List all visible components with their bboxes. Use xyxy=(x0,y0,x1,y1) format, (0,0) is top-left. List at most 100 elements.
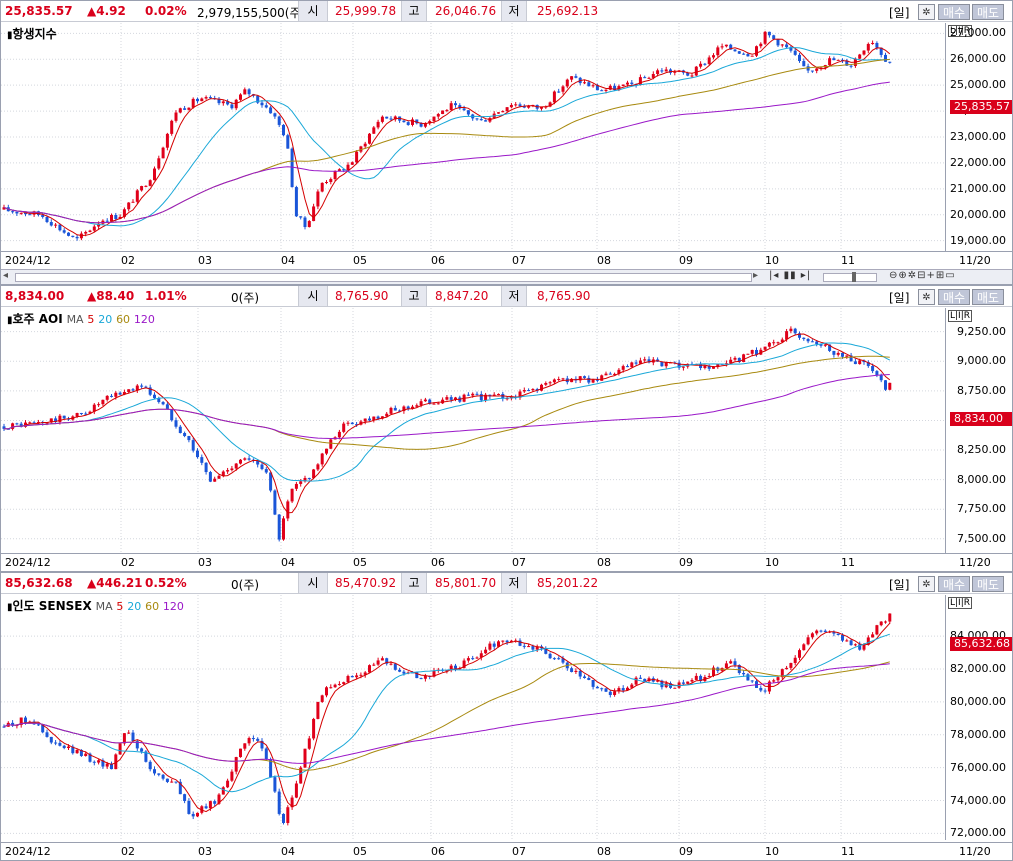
candle-body xyxy=(157,398,161,403)
candle-body xyxy=(810,70,814,72)
quote-header: 85,632.68 ▲446.21 0.52% 0(주) 시 85,470.92… xyxy=(1,573,1012,594)
settings-icon[interactable]: ✲ xyxy=(918,289,935,305)
lir-toggle[interactable]: L|I|R xyxy=(948,310,972,322)
scroll-track[interactable] xyxy=(15,273,752,282)
zoom-handle[interactable] xyxy=(852,272,856,282)
candle-body xyxy=(114,214,118,219)
candle-body xyxy=(845,60,849,66)
scroll-left-icon[interactable]: ◂ xyxy=(3,270,9,281)
quote-header: 25,835.57 ▲4.92 0.02% 2,979,155,500(주) 시… xyxy=(1,1,1012,22)
sell-button[interactable]: 매도 xyxy=(972,4,1004,20)
lir-toggle[interactable]: L|I|R xyxy=(948,597,972,609)
candle-body xyxy=(479,653,483,658)
candle-body xyxy=(204,462,208,473)
candle-body xyxy=(630,362,634,368)
candle-body xyxy=(191,440,195,451)
high-value: 85,801.70 xyxy=(435,576,497,590)
price-change: ▲88.40 xyxy=(87,289,135,303)
x-tick-label: 08 xyxy=(597,845,611,858)
buy-button[interactable]: 매수 xyxy=(938,4,970,20)
candle-body xyxy=(699,363,703,368)
candle-body xyxy=(686,72,690,76)
zoom-slider[interactable] xyxy=(823,272,877,282)
sell-button[interactable]: 매도 xyxy=(972,289,1004,305)
settings-icon[interactable]: ✲ xyxy=(918,4,935,20)
candle-body xyxy=(196,450,199,458)
candle-body xyxy=(780,44,784,46)
candle-body xyxy=(41,724,45,733)
candle-body xyxy=(187,800,191,814)
candle-body xyxy=(763,346,767,350)
y-tick-label: 26,000.00 xyxy=(950,52,1006,66)
zoom-tools-icon[interactable]: ⊖⊕✲⊟+⊞▭ xyxy=(889,270,956,281)
buy-button[interactable]: 매수 xyxy=(938,576,970,592)
playback-controls-icon[interactable]: |◂ ▮▮ ▸| xyxy=(769,270,812,281)
x-tick-label: 02 xyxy=(121,845,135,858)
chart-title-block: ▮인도 SENSEX MA 5 20 60 120 xyxy=(7,599,184,613)
candle-body xyxy=(750,680,754,682)
candle-body xyxy=(2,426,6,429)
candle-body xyxy=(140,385,144,387)
candle-body xyxy=(750,55,754,57)
candle-body xyxy=(858,644,862,650)
candle-body xyxy=(299,481,303,484)
lir-toggle[interactable]: L|I|R xyxy=(948,25,972,37)
candle-body xyxy=(346,164,350,171)
candle-body xyxy=(15,423,19,425)
candle-body xyxy=(239,459,242,464)
candle-body xyxy=(372,416,376,421)
candle-body xyxy=(479,394,483,401)
candle-body xyxy=(24,212,27,215)
chart-scrollbar[interactable]: ◂ ▸ |◂ ▮▮ ▸| ⊖⊕✲⊟+⊞▭ xyxy=(1,269,1012,284)
candle-body xyxy=(746,674,750,681)
candle-body xyxy=(656,70,660,75)
candle-body xyxy=(724,663,728,669)
x-tick-label: 10 xyxy=(765,556,779,569)
candle-body xyxy=(767,342,771,347)
candle-body xyxy=(789,328,793,332)
candle-body xyxy=(849,65,853,67)
period-select[interactable]: [일] xyxy=(889,6,910,20)
x-tick-label: 11/20 xyxy=(959,556,991,569)
open-value: 85,470.92 xyxy=(335,576,397,590)
candle-body xyxy=(269,107,273,114)
y-axis: L|I|R9,250.009,000.008,750.008,500.008,2… xyxy=(945,308,1012,553)
candle-body xyxy=(527,105,531,108)
candle-body xyxy=(638,677,642,679)
candle-body xyxy=(110,395,113,397)
price-chart[interactable] xyxy=(1,308,946,553)
price-chart[interactable] xyxy=(1,23,946,251)
candle-body xyxy=(75,236,79,239)
period-select[interactable]: [일] xyxy=(889,291,910,305)
buy-button[interactable]: 매수 xyxy=(938,289,970,305)
period-select[interactable]: [일] xyxy=(889,578,910,592)
candle-body xyxy=(888,61,892,63)
y-tick-label: 72,000.00 xyxy=(950,826,1006,840)
candle-body xyxy=(832,631,836,634)
sell-button[interactable]: 매도 xyxy=(972,576,1004,592)
scroll-right-icon[interactable]: ▸ xyxy=(753,270,759,281)
candle-body xyxy=(561,658,565,663)
y-tick-label: 7,500.00 xyxy=(957,531,1006,545)
x-tick-label: 03 xyxy=(198,556,212,569)
x-tick-label: 09 xyxy=(679,254,693,267)
index-name: 인도 SENSEX xyxy=(12,599,92,613)
settings-icon[interactable]: ✲ xyxy=(918,576,935,592)
candle-body xyxy=(62,415,66,419)
candle-body xyxy=(19,717,23,726)
candle-body xyxy=(819,344,823,346)
candle-body xyxy=(449,103,453,111)
candle-body xyxy=(454,103,457,106)
candle-body xyxy=(282,124,285,136)
candle-body xyxy=(733,661,737,666)
candle-body xyxy=(810,633,814,638)
candle-body xyxy=(320,453,324,465)
x-tick-label: 05 xyxy=(353,556,367,569)
y-tick-label: 76,000.00 xyxy=(950,760,1006,774)
candle-body xyxy=(243,458,247,460)
candle-body xyxy=(45,422,49,424)
price-chart[interactable] xyxy=(1,595,946,840)
candle-body xyxy=(720,46,724,48)
y-tick-label: 78,000.00 xyxy=(950,727,1006,741)
candle-body xyxy=(79,413,83,415)
